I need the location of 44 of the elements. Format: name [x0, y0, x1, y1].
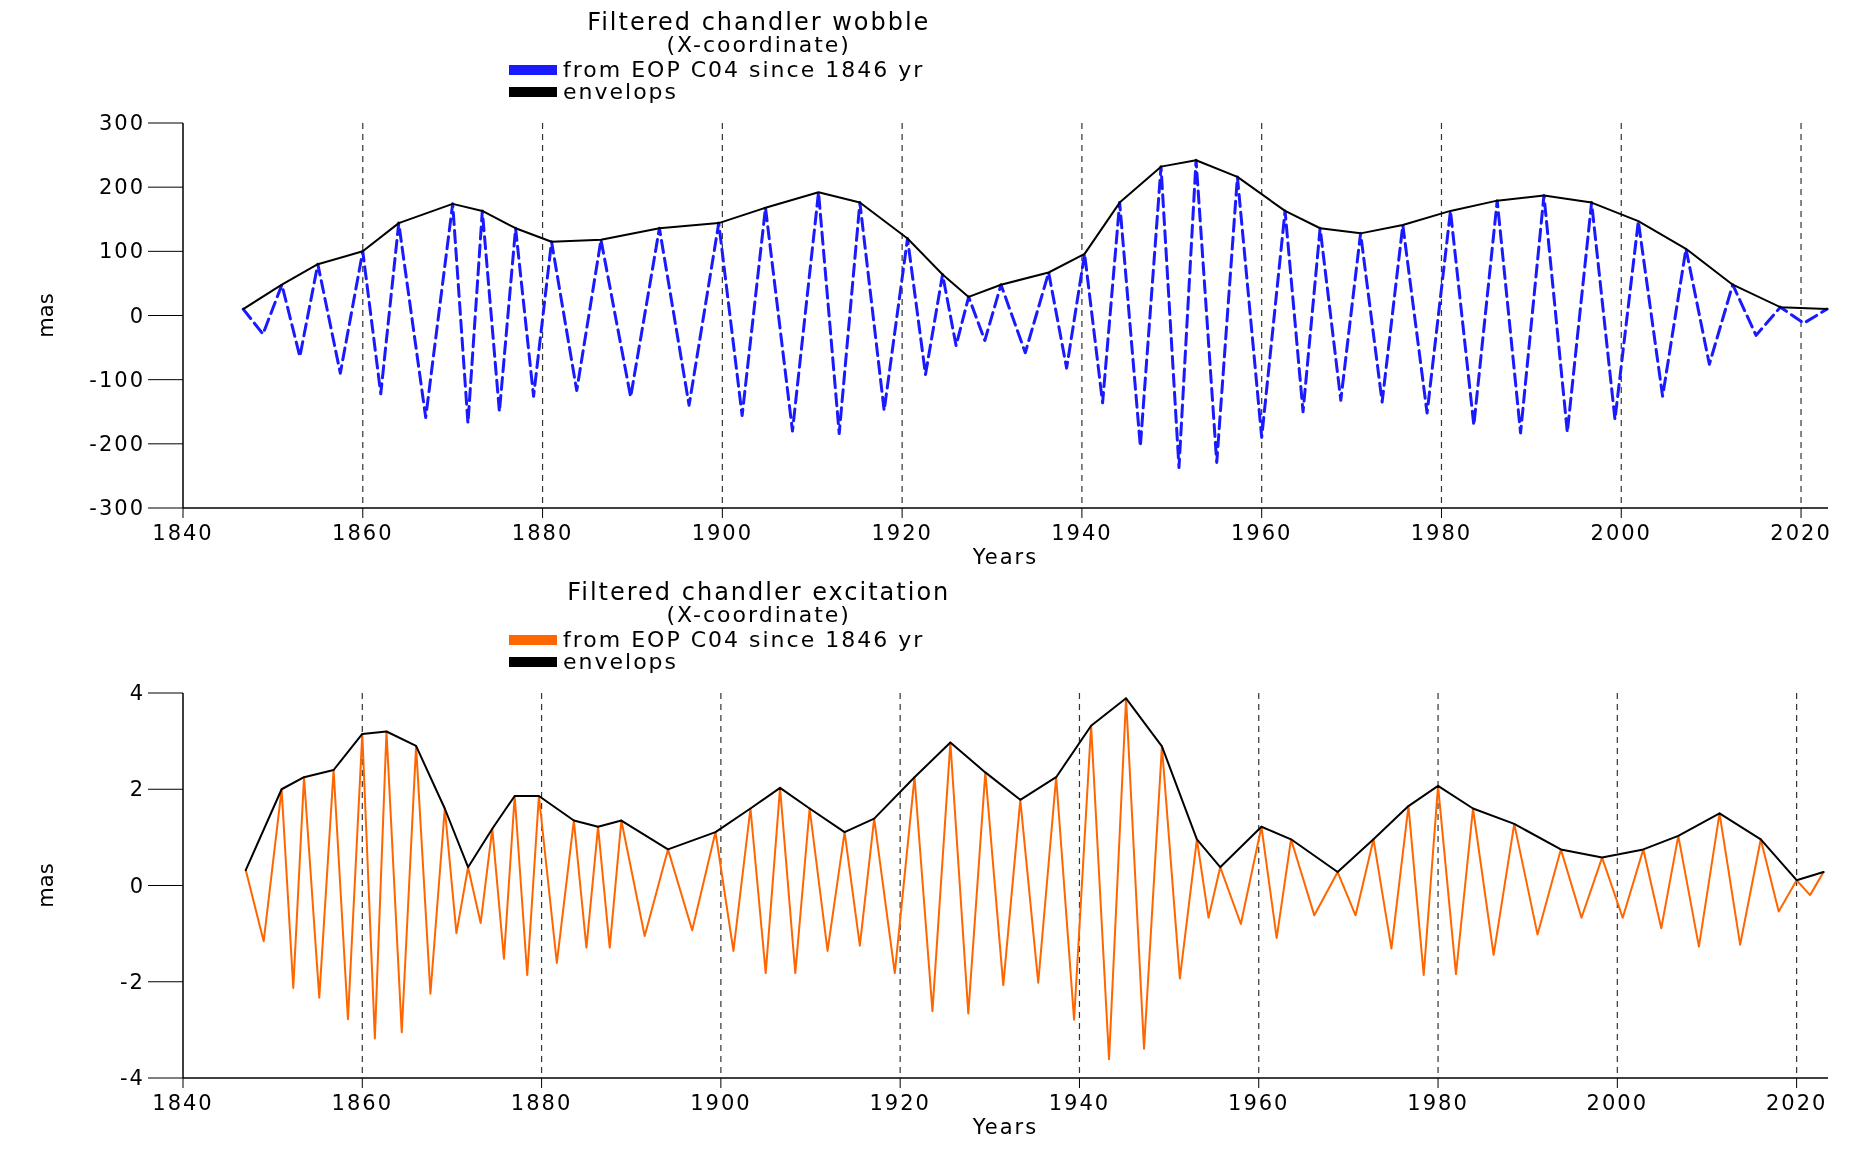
y-tick-label: -200	[89, 431, 145, 456]
y-tick-label: -300	[89, 496, 145, 520]
legend-label: from EOP C04 since 1846 yr	[563, 627, 925, 652]
x-tick-label: 1960	[1230, 521, 1293, 545]
y-tick-label: 0	[129, 873, 145, 898]
y-tick-label: 200	[98, 175, 145, 200]
legend-label: from EOP C04 since 1846 yr	[563, 57, 925, 82]
x-tick-label: 1920	[869, 1091, 931, 1115]
y-tick-label: -100	[89, 367, 145, 392]
x-tick-label: 2020	[1770, 521, 1832, 545]
x-tick-label: 1940	[1048, 1091, 1111, 1115]
y-tick-label: 2	[129, 777, 145, 802]
x-tick-label: 1940	[1051, 521, 1113, 545]
x-axis-title: Years	[971, 545, 1039, 569]
y-tick-label: 4	[129, 681, 145, 705]
y-tick-label: 300	[98, 111, 145, 135]
line-series	[241, 158, 1829, 470]
y-tick-label: -2	[120, 969, 145, 994]
x-tick-label: 1980	[1407, 1091, 1469, 1115]
line-series	[244, 697, 1825, 882]
x-tick-label: 1900	[691, 521, 754, 545]
line-series	[242, 159, 1829, 311]
x-tick-label: 1840	[152, 521, 214, 545]
x-tick-label: 1880	[510, 1091, 573, 1115]
x-tick-label: 1840	[152, 1091, 214, 1115]
x-tick-label: 2000	[1590, 521, 1652, 545]
x-tick-label: 1920	[871, 521, 933, 545]
x-tick-label: 1980	[1410, 521, 1473, 545]
y-tick-label: 100	[98, 239, 145, 264]
x-tick-label: 1960	[1228, 1091, 1290, 1115]
x-tick-label: 1900	[690, 1091, 752, 1115]
x-tick-label: 2020	[1765, 1091, 1828, 1115]
x-tick-label: 1880	[511, 521, 574, 545]
x-tick-label: 2000	[1586, 1091, 1649, 1115]
legend-label: envelops	[563, 79, 679, 104]
y-tick-label: -4	[120, 1066, 145, 1090]
x-axis-title: Years	[971, 1115, 1039, 1139]
y-axis-title: mas	[34, 863, 58, 908]
x-tick-label: 1860	[331, 1091, 394, 1115]
y-tick-label: 0	[129, 303, 145, 328]
line-series	[244, 697, 1825, 1061]
legend-label: envelops	[563, 649, 679, 674]
y-axis-title: mas	[34, 293, 58, 338]
x-tick-label: 1860	[332, 521, 394, 545]
